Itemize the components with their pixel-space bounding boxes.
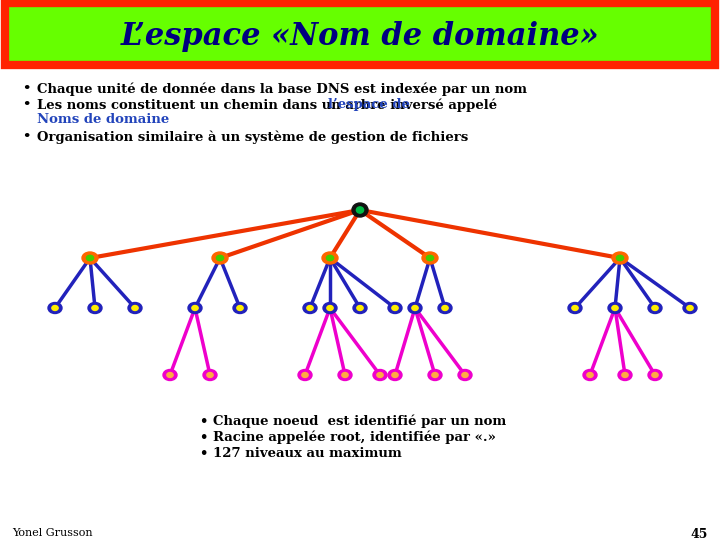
Ellipse shape: [426, 255, 433, 261]
Ellipse shape: [462, 373, 468, 377]
Text: • Chaque noeud  est identifié par un nom: • Chaque noeud est identifié par un nom: [200, 415, 506, 429]
Ellipse shape: [612, 306, 618, 310]
Ellipse shape: [192, 306, 198, 310]
Ellipse shape: [92, 306, 98, 310]
Ellipse shape: [356, 207, 364, 213]
FancyBboxPatch shape: [5, 3, 715, 65]
Ellipse shape: [342, 373, 348, 377]
Text: Yonel Grusson: Yonel Grusson: [12, 528, 93, 538]
Ellipse shape: [48, 302, 62, 314]
Text: l’espace de: l’espace de: [328, 98, 410, 111]
Ellipse shape: [132, 306, 138, 310]
Text: •: •: [22, 130, 30, 143]
Ellipse shape: [188, 302, 202, 314]
Ellipse shape: [587, 373, 593, 377]
Ellipse shape: [612, 252, 628, 264]
Ellipse shape: [167, 373, 173, 377]
Ellipse shape: [307, 306, 313, 310]
Text: •: •: [22, 98, 30, 111]
Ellipse shape: [583, 369, 597, 381]
Ellipse shape: [373, 369, 387, 381]
Ellipse shape: [326, 255, 333, 261]
Ellipse shape: [163, 369, 177, 381]
Ellipse shape: [327, 306, 333, 310]
Ellipse shape: [298, 369, 312, 381]
Ellipse shape: [52, 306, 58, 310]
Ellipse shape: [442, 306, 448, 310]
Ellipse shape: [203, 369, 217, 381]
Ellipse shape: [687, 306, 693, 310]
Ellipse shape: [652, 373, 658, 377]
Text: • 127 niveaux au maximum: • 127 niveaux au maximum: [200, 447, 402, 460]
Text: Noms de domaine: Noms de domaine: [37, 113, 169, 126]
Text: L’espace «Nom de domaine»: L’espace «Nom de domaine»: [121, 21, 599, 51]
Text: Organisation similaire à un système de gestion de fichiers: Organisation similaire à un système de g…: [37, 130, 468, 144]
Ellipse shape: [377, 373, 383, 377]
Ellipse shape: [322, 252, 338, 264]
Ellipse shape: [652, 306, 658, 310]
Ellipse shape: [352, 203, 368, 217]
Ellipse shape: [302, 373, 308, 377]
Ellipse shape: [458, 369, 472, 381]
Text: Chaque unité de donnée dans la base DNS est indexée par un nom: Chaque unité de donnée dans la base DNS …: [37, 82, 527, 96]
Ellipse shape: [303, 302, 317, 314]
Ellipse shape: [608, 302, 622, 314]
Ellipse shape: [572, 306, 578, 310]
Ellipse shape: [86, 255, 94, 261]
Ellipse shape: [237, 306, 243, 310]
Text: • Racine appelée root, identifiée par «.»: • Racine appelée root, identifiée par «.…: [200, 431, 496, 444]
Ellipse shape: [388, 369, 402, 381]
Ellipse shape: [353, 302, 367, 314]
Ellipse shape: [438, 302, 452, 314]
Ellipse shape: [432, 373, 438, 377]
Ellipse shape: [217, 255, 224, 261]
Ellipse shape: [392, 373, 398, 377]
Ellipse shape: [648, 302, 662, 314]
Ellipse shape: [408, 302, 422, 314]
Ellipse shape: [388, 302, 402, 314]
Ellipse shape: [618, 369, 632, 381]
Ellipse shape: [616, 255, 624, 261]
Ellipse shape: [338, 369, 352, 381]
Text: Les noms constituent un chemin dans un arbre inversé appelé: Les noms constituent un chemin dans un a…: [37, 98, 502, 111]
Ellipse shape: [683, 302, 697, 314]
Text: 45: 45: [690, 528, 708, 540]
Ellipse shape: [82, 252, 98, 264]
Text: •: •: [22, 82, 30, 95]
Ellipse shape: [233, 302, 247, 314]
Ellipse shape: [622, 373, 628, 377]
Ellipse shape: [357, 306, 363, 310]
Ellipse shape: [88, 302, 102, 314]
Ellipse shape: [207, 373, 213, 377]
Ellipse shape: [128, 302, 142, 314]
Ellipse shape: [323, 302, 337, 314]
Ellipse shape: [568, 302, 582, 314]
Ellipse shape: [412, 306, 418, 310]
Ellipse shape: [422, 252, 438, 264]
Ellipse shape: [648, 369, 662, 381]
Ellipse shape: [428, 369, 442, 381]
Ellipse shape: [392, 306, 398, 310]
Ellipse shape: [212, 252, 228, 264]
